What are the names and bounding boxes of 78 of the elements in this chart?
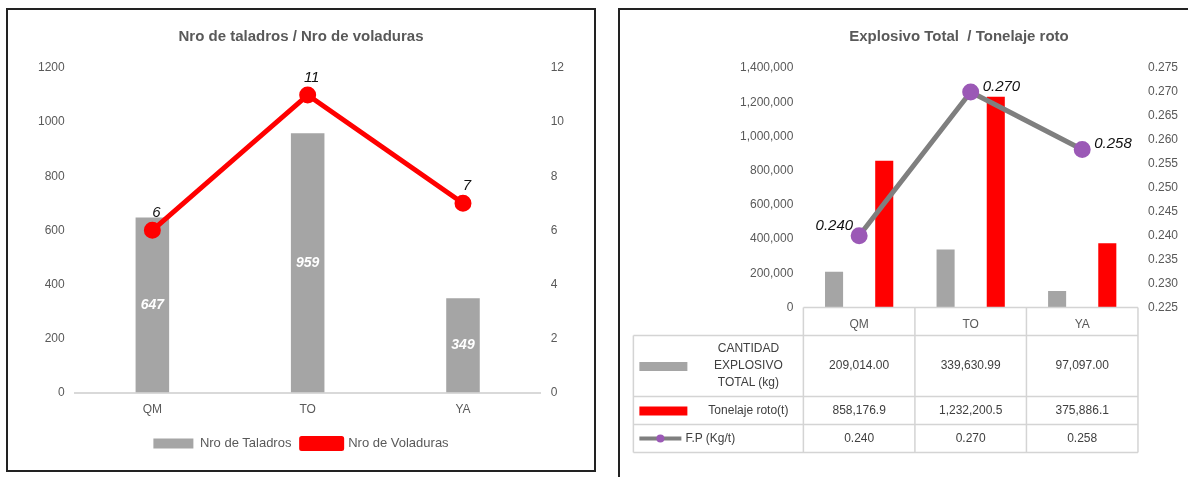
bar: [875, 160, 894, 308]
point: [143, 221, 161, 239]
y2-tick-label: 4: [550, 276, 558, 291]
chart-title: Nro de taladros / Nro de voladuras: [178, 27, 424, 45]
x-tick-label: TO: [299, 402, 316, 417]
y-tick-label: 1,200,000: [739, 94, 794, 109]
bar: [825, 271, 844, 308]
y-tick-label: 1,400,000: [739, 60, 794, 75]
legend-label: Nro de Taladros: [199, 435, 292, 451]
y-tick-label: 1,000,000: [739, 128, 794, 143]
bar: [446, 298, 480, 393]
y-tick-label: 200: [44, 330, 66, 345]
x-tick-label: YA: [1074, 317, 1090, 332]
data-label: 6: [152, 202, 162, 220]
data-label: 0.258: [1067, 430, 1098, 445]
text: 0.240: [815, 216, 854, 234]
legend-label: F.P (Kg/t): [685, 430, 736, 445]
x-tick-label: QM: [142, 402, 163, 417]
y2-tick-label: 0.225: [1147, 299, 1179, 314]
data-label: 209,014.00: [829, 358, 890, 373]
y2-tick-label: 12: [550, 60, 565, 75]
data-label: 339,630.99: [940, 358, 1002, 373]
y2-tick-label: 0: [550, 384, 558, 399]
x-tick-label: QM: [849, 317, 869, 332]
y-tick-label: 800,000: [749, 163, 794, 177]
point: [454, 194, 472, 212]
y-tick-label: 600: [44, 222, 66, 237]
bar: [936, 249, 955, 308]
y2-tick-label: 0.250: [1147, 180, 1179, 195]
y2-tick-label: 0.240: [1147, 228, 1179, 243]
data-label: 7: [462, 175, 472, 193]
y-tick-label: 800: [44, 168, 66, 183]
y-tick-label: 1000: [37, 114, 66, 129]
bar: [1048, 290, 1067, 308]
y2-tick-label: 0.230: [1147, 275, 1179, 290]
data-label: 959: [295, 253, 320, 270]
y-tick-label: 1200: [37, 60, 66, 75]
y-tick-label: 0: [58, 384, 66, 399]
y-tick-label: 0: [786, 299, 794, 314]
legend-label: Nro de Voladuras: [348, 435, 450, 451]
data-label: 858,176.9: [832, 402, 887, 417]
legend-label: CANTIDAD EXPLOSIVO TOTAL (kg): [714, 341, 783, 390]
y2-tick-label: 0.260: [1147, 132, 1179, 147]
text: 0.258: [1094, 134, 1132, 152]
y2-tick-label: 0.235: [1147, 251, 1179, 266]
point: [962, 83, 980, 101]
y2-tick-label: 0.255: [1147, 156, 1179, 171]
text: 0.270: [982, 76, 1021, 94]
x-tick-label: TO: [962, 317, 979, 332]
bar: [135, 217, 170, 393]
data-label: 11: [303, 67, 320, 85]
data-label: 0.270: [955, 430, 987, 445]
legend-label: Tonelaje roto(t): [708, 402, 789, 417]
y2-tick-label: 0.275: [1147, 60, 1179, 75]
y2-tick-label: 0.270: [1147, 84, 1179, 99]
y-tick-label: 600,000: [749, 197, 794, 212]
bar: [986, 96, 1005, 308]
data-label: 1,232,200.5: [938, 402, 1003, 417]
point: [1073, 140, 1091, 158]
data-label: 375,886.1: [1055, 402, 1110, 417]
bar: [290, 133, 325, 393]
y-tick-label: 400: [44, 276, 66, 291]
bar: [1098, 243, 1117, 308]
data-label: 97,097.00: [1055, 358, 1110, 373]
x-tick-label: YA: [455, 402, 471, 417]
y2-tick-label: 0.265: [1147, 108, 1179, 123]
chart-title: Explosivo Total / Tonelaje roto: [849, 27, 1069, 45]
y2-tick-label: 10: [550, 114, 565, 129]
point: [299, 86, 317, 104]
y2-tick-label: 0.245: [1147, 204, 1179, 219]
data-label: 647: [140, 295, 166, 312]
data-label: 349: [451, 336, 475, 353]
y2-tick-label: 2: [550, 330, 558, 345]
y-tick-label: 400,000: [749, 231, 794, 246]
data-label: 0.240: [844, 430, 875, 445]
y2-tick-label: 8: [550, 168, 558, 183]
y2-tick-label: 6: [550, 222, 558, 237]
y-tick-label: 200,000: [749, 265, 794, 280]
